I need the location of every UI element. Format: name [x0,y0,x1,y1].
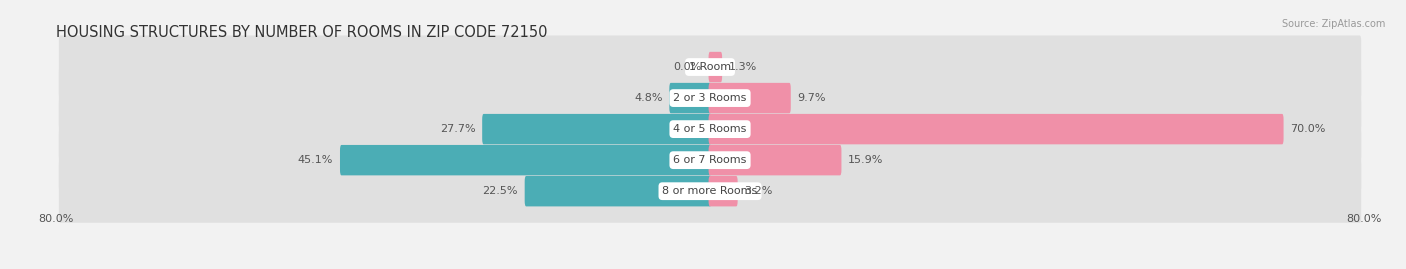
FancyBboxPatch shape [59,36,1361,99]
Text: 1.3%: 1.3% [728,62,756,72]
FancyBboxPatch shape [709,145,841,175]
Text: 2 or 3 Rooms: 2 or 3 Rooms [673,93,747,103]
FancyBboxPatch shape [709,52,723,82]
Text: 1 Room: 1 Room [689,62,731,72]
Text: Source: ZipAtlas.com: Source: ZipAtlas.com [1281,19,1385,29]
FancyBboxPatch shape [709,114,1284,144]
Text: 45.1%: 45.1% [298,155,333,165]
FancyBboxPatch shape [340,145,711,175]
FancyBboxPatch shape [59,66,1361,130]
Text: 22.5%: 22.5% [482,186,517,196]
FancyBboxPatch shape [59,98,1361,161]
Text: 4.8%: 4.8% [634,93,662,103]
Text: 3.2%: 3.2% [744,186,773,196]
Text: 70.0%: 70.0% [1291,124,1326,134]
Text: 9.7%: 9.7% [797,93,825,103]
Text: 27.7%: 27.7% [440,124,475,134]
Text: 6 or 7 Rooms: 6 or 7 Rooms [673,155,747,165]
Text: 4 or 5 Rooms: 4 or 5 Rooms [673,124,747,134]
FancyBboxPatch shape [709,83,790,113]
FancyBboxPatch shape [59,129,1361,192]
FancyBboxPatch shape [59,160,1361,223]
FancyBboxPatch shape [524,176,711,206]
FancyBboxPatch shape [709,176,738,206]
Text: 0.0%: 0.0% [673,62,702,72]
FancyBboxPatch shape [669,83,711,113]
Text: 15.9%: 15.9% [848,155,883,165]
Text: 8 or more Rooms: 8 or more Rooms [662,186,758,196]
FancyBboxPatch shape [482,114,711,144]
Text: HOUSING STRUCTURES BY NUMBER OF ROOMS IN ZIP CODE 72150: HOUSING STRUCTURES BY NUMBER OF ROOMS IN… [56,25,548,40]
